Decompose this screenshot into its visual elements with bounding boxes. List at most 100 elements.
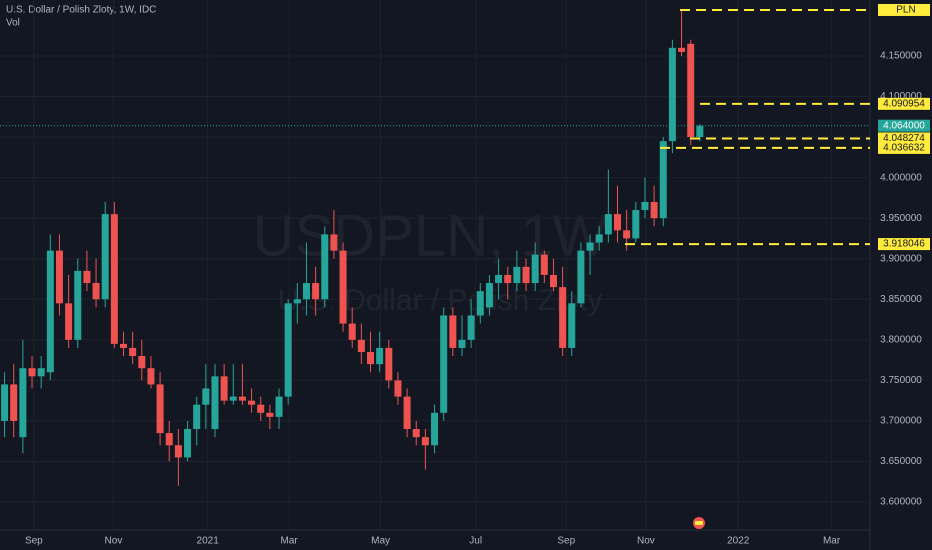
candle-body <box>1 384 9 421</box>
candle-body <box>614 214 622 231</box>
candle-body <box>110 214 118 344</box>
candle-body <box>504 274 512 284</box>
candle-body <box>522 266 530 284</box>
candle-body <box>604 214 612 235</box>
x-tick-label: Jul <box>469 536 482 547</box>
candle-body <box>74 270 82 340</box>
y-tick-label: 4.150000 <box>880 51 922 62</box>
x-tick-label: Mar <box>280 536 298 547</box>
x-tick-label: Nov <box>637 536 655 547</box>
candle-body <box>275 396 283 417</box>
y-tick-label: 3.900000 <box>880 253 922 264</box>
x-tick-label: Nov <box>105 536 123 547</box>
candle-body <box>339 250 347 324</box>
candle-body <box>284 303 292 397</box>
y-tick-label: 4.000000 <box>880 172 922 183</box>
candle-body <box>650 201 658 219</box>
candle-body <box>586 242 594 251</box>
candle-body <box>220 376 228 401</box>
y-tick-label: 3.750000 <box>880 375 922 386</box>
candle-body <box>211 376 219 430</box>
candle-body <box>440 315 448 413</box>
candle-body <box>83 270 91 284</box>
candle-body <box>357 339 365 352</box>
x-tick-label: Mar <box>823 536 841 547</box>
volume-label: Vol <box>6 18 20 29</box>
candle-body <box>568 303 576 348</box>
candle-body <box>156 384 164 434</box>
candle-body <box>476 291 484 316</box>
level-label: 4.036632 <box>883 143 925 154</box>
level-label: 4.048274 <box>883 133 925 144</box>
candle-body <box>403 396 411 430</box>
alert-icon[interactable] <box>693 517 705 529</box>
candle-body <box>302 283 310 300</box>
level-tag <box>878 238 930 251</box>
candle-body <box>678 47 686 52</box>
y-tick-label: 3.600000 <box>880 497 922 508</box>
candle-body <box>549 274 557 288</box>
candle-body <box>467 315 475 340</box>
y-tick-label: 3.950000 <box>880 213 922 224</box>
candle-body <box>312 283 320 300</box>
candle-body <box>696 125 704 138</box>
candle-body <box>238 396 246 401</box>
x-tick-label: May <box>371 536 390 547</box>
candle-body <box>266 412 274 417</box>
candle-body <box>668 47 676 142</box>
candle-body <box>174 445 182 458</box>
candle-body <box>687 43 695 138</box>
y-tick-label: 3.700000 <box>880 416 922 427</box>
candle-body <box>367 351 375 365</box>
candle-body <box>46 250 54 373</box>
candle-body <box>229 396 237 401</box>
candle-body <box>10 384 18 421</box>
candle-body <box>659 141 667 219</box>
last-price-label: 4.064000 <box>883 120 925 131</box>
candle-body <box>485 283 493 308</box>
chart-title: U.S. Dollar / Polish Zloty, 1W, IDC <box>6 5 156 16</box>
watermark-subtitle: U.S. Dollar / Polish Zloty <box>277 284 602 317</box>
candle-body <box>632 210 640 239</box>
y-tick-label: 3.800000 <box>880 334 922 345</box>
candle-body <box>138 356 146 369</box>
icon-inner[interactable] <box>695 521 703 525</box>
candle-body <box>412 429 420 438</box>
candle-body <box>330 234 338 251</box>
candle-body <box>641 201 649 211</box>
candle-body <box>55 250 63 304</box>
y-tick-label: 3.850000 <box>880 294 922 305</box>
candle-body <box>431 412 439 446</box>
candle-body <box>28 368 36 377</box>
candle-body <box>65 303 73 340</box>
candle-body <box>376 347 384 365</box>
candle-body <box>531 254 539 284</box>
candle-body <box>293 299 301 304</box>
level-label: 4.090954 <box>883 98 925 109</box>
currency-label: PLN <box>896 5 915 16</box>
level-tag <box>878 3 930 16</box>
y-tick-label: 4.100000 <box>880 91 922 102</box>
candle-body <box>385 347 393 381</box>
x-tick-label: 2021 <box>197 536 220 547</box>
x-tick-label: 2022 <box>727 536 750 547</box>
candle-body <box>394 380 402 397</box>
candle-body <box>623 230 631 239</box>
candle-body <box>184 429 192 458</box>
candle-body <box>577 250 585 304</box>
x-tick-label: Sep <box>557 536 575 547</box>
candle-body <box>248 400 256 405</box>
candle-body <box>202 388 210 405</box>
candle-body <box>449 315 457 348</box>
candle-body <box>120 343 128 348</box>
candle-body <box>92 283 100 300</box>
candle-body <box>129 347 137 357</box>
candle-body <box>165 433 173 446</box>
candle-body <box>559 287 567 348</box>
candle-body <box>540 254 548 275</box>
watermark: USDPLN, 1W <box>253 203 608 268</box>
level-tag <box>878 132 930 145</box>
last-price-tag <box>878 119 930 132</box>
